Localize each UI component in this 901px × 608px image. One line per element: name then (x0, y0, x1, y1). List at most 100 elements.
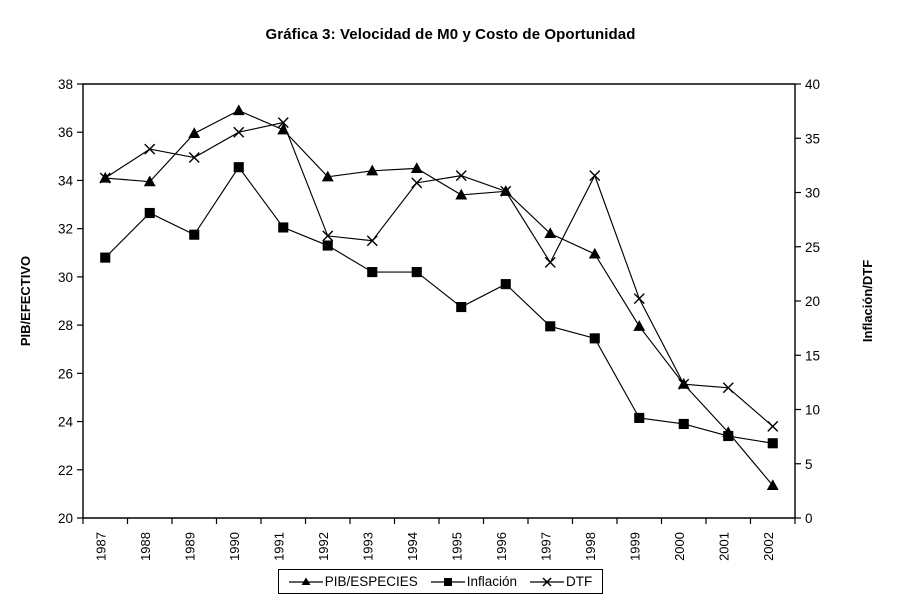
data-point-x (411, 177, 423, 189)
data-point-x (322, 230, 334, 242)
data-point-square (678, 418, 689, 430)
data-point-triangle (143, 175, 156, 187)
x-axis-tick-label: 1989 (182, 532, 197, 561)
y-axis-right-tick-label: 10 (805, 403, 820, 418)
legend-item-pib-especies: PIB/ESPECIES (288, 573, 418, 589)
series-line (105, 109, 774, 486)
data-point-x (233, 126, 245, 138)
y-axis-right-tick-label: 25 (805, 240, 820, 255)
y-axis-left-tick-label: 38 (58, 77, 73, 92)
x-axis-tick-label: 1995 (449, 532, 464, 561)
data-point-square (545, 321, 556, 332)
legend-label-pib-especies: PIB/ESPECIES (324, 573, 418, 589)
y-axis-left-tick-label: 20 (58, 511, 73, 526)
legend-item-dtf: DTF (530, 573, 593, 589)
data-point-square (367, 267, 378, 278)
data-point-triangle (544, 227, 557, 239)
legend-item-inflacion: Inflación (430, 573, 518, 589)
y-axis-right-tick-label: 35 (805, 131, 820, 146)
data-point-triangle (366, 164, 379, 176)
data-point-x (678, 378, 690, 390)
data-point-x (144, 143, 156, 155)
x-axis-tick-label: 2000 (672, 532, 687, 561)
data-point-triangle (232, 104, 245, 116)
data-point-x (188, 152, 200, 164)
data-point-triangle (188, 127, 201, 138)
x-axis-tick-label: 1992 (316, 532, 331, 561)
data-point-square (322, 240, 333, 251)
y-axis-left-title: PIB/EFECTIVO (18, 256, 33, 346)
y-axis-right-tick-label: 40 (805, 77, 820, 92)
data-point-triangle (766, 479, 779, 491)
x-axis-tick-label: 1998 (583, 532, 598, 561)
data-point-x (722, 382, 734, 394)
data-point-x (500, 185, 512, 197)
y-axis-left-tick-label: 22 (58, 463, 73, 478)
data-point-triangle (588, 247, 601, 259)
legend-label-dtf: DTF (566, 573, 593, 589)
data-point-triangle (455, 188, 468, 200)
page-title: Gráfica 3: Velocidad de M0 y Costo de Op… (265, 26, 636, 43)
x-axis-tick-label: 1997 (538, 532, 553, 561)
data-point-square (634, 412, 645, 423)
x-axis-tick-label: 1988 (138, 532, 153, 561)
chart-legend: PIB/ESPECIES Inflación DTF (278, 569, 603, 594)
x-axis-tick-label: 1987 (93, 532, 108, 561)
y-axis-left-tick-label: 30 (58, 270, 73, 285)
y-axis-right-title: Inflación/DTF (860, 260, 875, 342)
y-axis-left-tick-label: 28 (58, 318, 73, 333)
data-point-square (411, 267, 422, 278)
y-axis-left-tick-label: 32 (58, 222, 73, 237)
x-axis-tick-label: 1990 (227, 532, 242, 561)
y-axis-left-tick-label: 24 (58, 415, 74, 430)
data-point-square (278, 222, 289, 233)
x-marker-icon (530, 575, 565, 589)
x-axis-tick-label: 1994 (405, 532, 420, 561)
x-axis-tick-label: 1996 (494, 532, 509, 561)
data-point-triangle (633, 320, 646, 331)
x-axis-tick-label: 2001 (716, 532, 731, 561)
series-pib-especies (99, 104, 779, 491)
square-marker-icon (430, 575, 465, 589)
data-point-x (544, 256, 556, 268)
y-axis-left-tick-label: 26 (58, 366, 73, 381)
data-point-square (233, 162, 244, 173)
data-point-square (767, 438, 778, 449)
legend-label-inflacion: Inflación (466, 573, 518, 589)
data-point-square (589, 333, 600, 344)
series-inflaci-n (100, 162, 778, 449)
data-point-square (189, 229, 200, 240)
data-point-x (589, 170, 601, 182)
y-axis-right-tick-label: 15 (805, 348, 820, 363)
data-point-square (723, 430, 734, 442)
y-axis-right-tick-label: 30 (805, 186, 820, 201)
series-line (104, 166, 773, 444)
data-point-triangle (410, 162, 423, 173)
x-axis-tick-label: 1993 (360, 532, 375, 561)
data-point-square (456, 301, 467, 313)
data-point-triangle (321, 170, 334, 182)
data-point-x (99, 172, 111, 184)
x-axis-tick-label: 1991 (271, 532, 286, 561)
data-point-square (500, 279, 511, 290)
y-axis-right-tick-label: 0 (805, 511, 813, 526)
y-axis-right-tick-label: 5 (805, 457, 813, 472)
data-point-square (100, 252, 111, 263)
series-dtf (99, 117, 779, 432)
data-point-x (277, 117, 289, 129)
data-point-x (455, 170, 467, 182)
series-line (104, 121, 774, 427)
triangle-marker-icon (288, 575, 323, 589)
x-axis-tick-label: 1999 (627, 532, 642, 561)
y-axis-right-tick-label: 20 (805, 294, 820, 309)
y-axis-left-tick-label: 34 (58, 173, 74, 188)
data-point-x (633, 293, 645, 305)
y-axis-left-tick-label: 36 (58, 125, 73, 140)
data-point-square (144, 207, 155, 219)
data-point-x (366, 235, 378, 247)
x-axis-tick-label: 2002 (761, 532, 776, 561)
data-point-x (767, 420, 779, 432)
